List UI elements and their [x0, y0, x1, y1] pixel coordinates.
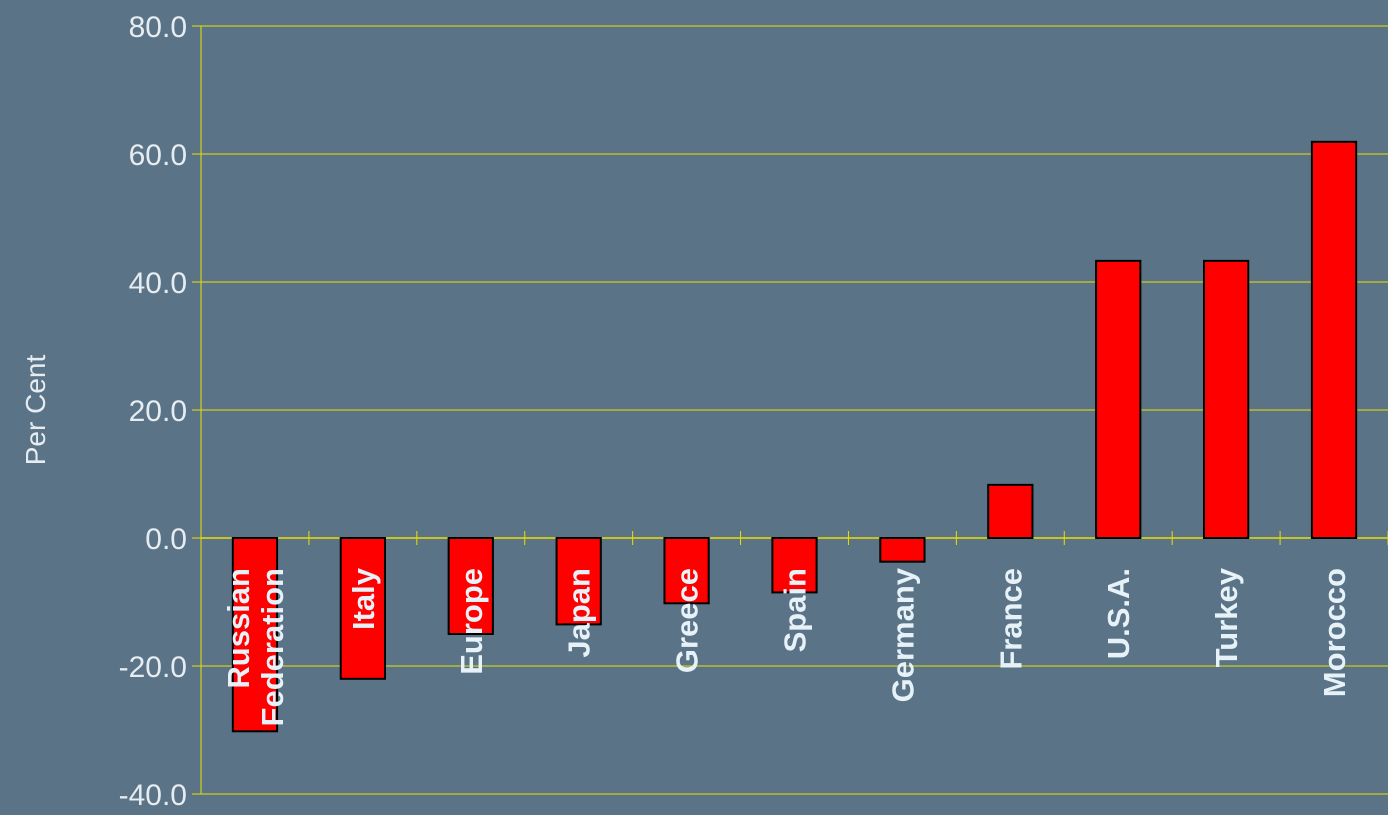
y-tick-label: 0.0 — [145, 523, 187, 556]
bar — [231, 537, 279, 733]
bar — [879, 537, 926, 563]
category-label: Italy — [346, 567, 381, 630]
category-label: Spain — [778, 568, 813, 652]
bar — [987, 483, 1034, 540]
category-label: France — [993, 568, 1028, 670]
category-label-line: Europe — [454, 568, 489, 675]
category-label: Morocco — [1317, 568, 1352, 697]
category-label-line: Japan — [562, 568, 597, 658]
category-label-line: France — [993, 568, 1028, 670]
category-label: U.S.A. — [1101, 568, 1136, 659]
category-label-line: Greece — [670, 568, 705, 673]
y-tick-label: -40.0 — [119, 779, 187, 812]
category-label: Japan — [562, 568, 597, 658]
category-label-line: Turkey — [1209, 567, 1244, 667]
y-tick-label: 40.0 — [129, 267, 187, 300]
y-tick-label: 80.0 — [129, 11, 187, 44]
bar — [1203, 259, 1250, 539]
category-label: Europe — [454, 568, 489, 675]
category-label-line: Russian — [221, 568, 256, 689]
category-label: Russian Federation — [221, 568, 290, 726]
bar — [555, 537, 602, 626]
bar — [1310, 140, 1358, 539]
category-label-line: Federation — [255, 568, 290, 726]
y-axis-title: Per Cent — [20, 355, 51, 466]
bars — [231, 140, 1358, 733]
y-axis-ticks: -40.0 -20.0 0.0 20.0 40.0 60.0 80.0 — [119, 11, 201, 812]
category-label-line: Spain — [778, 568, 813, 652]
category-label-line: U.S.A. — [1101, 568, 1136, 659]
category-label: Greece — [670, 568, 705, 673]
y-tick-label: 20.0 — [129, 395, 187, 428]
y-tick-label: -20.0 — [119, 651, 187, 684]
category-label-line: Italy — [346, 567, 381, 630]
bar — [339, 537, 386, 680]
category-label-line: Germany — [885, 567, 920, 702]
y-tick-label: 60.0 — [129, 139, 187, 172]
category-labels: Russian Federation Italy Europe Japan Greece S… — [221, 567, 1352, 726]
category-label: Germany — [885, 567, 920, 702]
bar — [447, 537, 494, 635]
bar — [771, 537, 818, 594]
bar — [663, 537, 710, 605]
category-label-line: Morocco — [1317, 568, 1352, 697]
bar — [1095, 259, 1142, 539]
category-label: Turkey — [1209, 567, 1244, 667]
